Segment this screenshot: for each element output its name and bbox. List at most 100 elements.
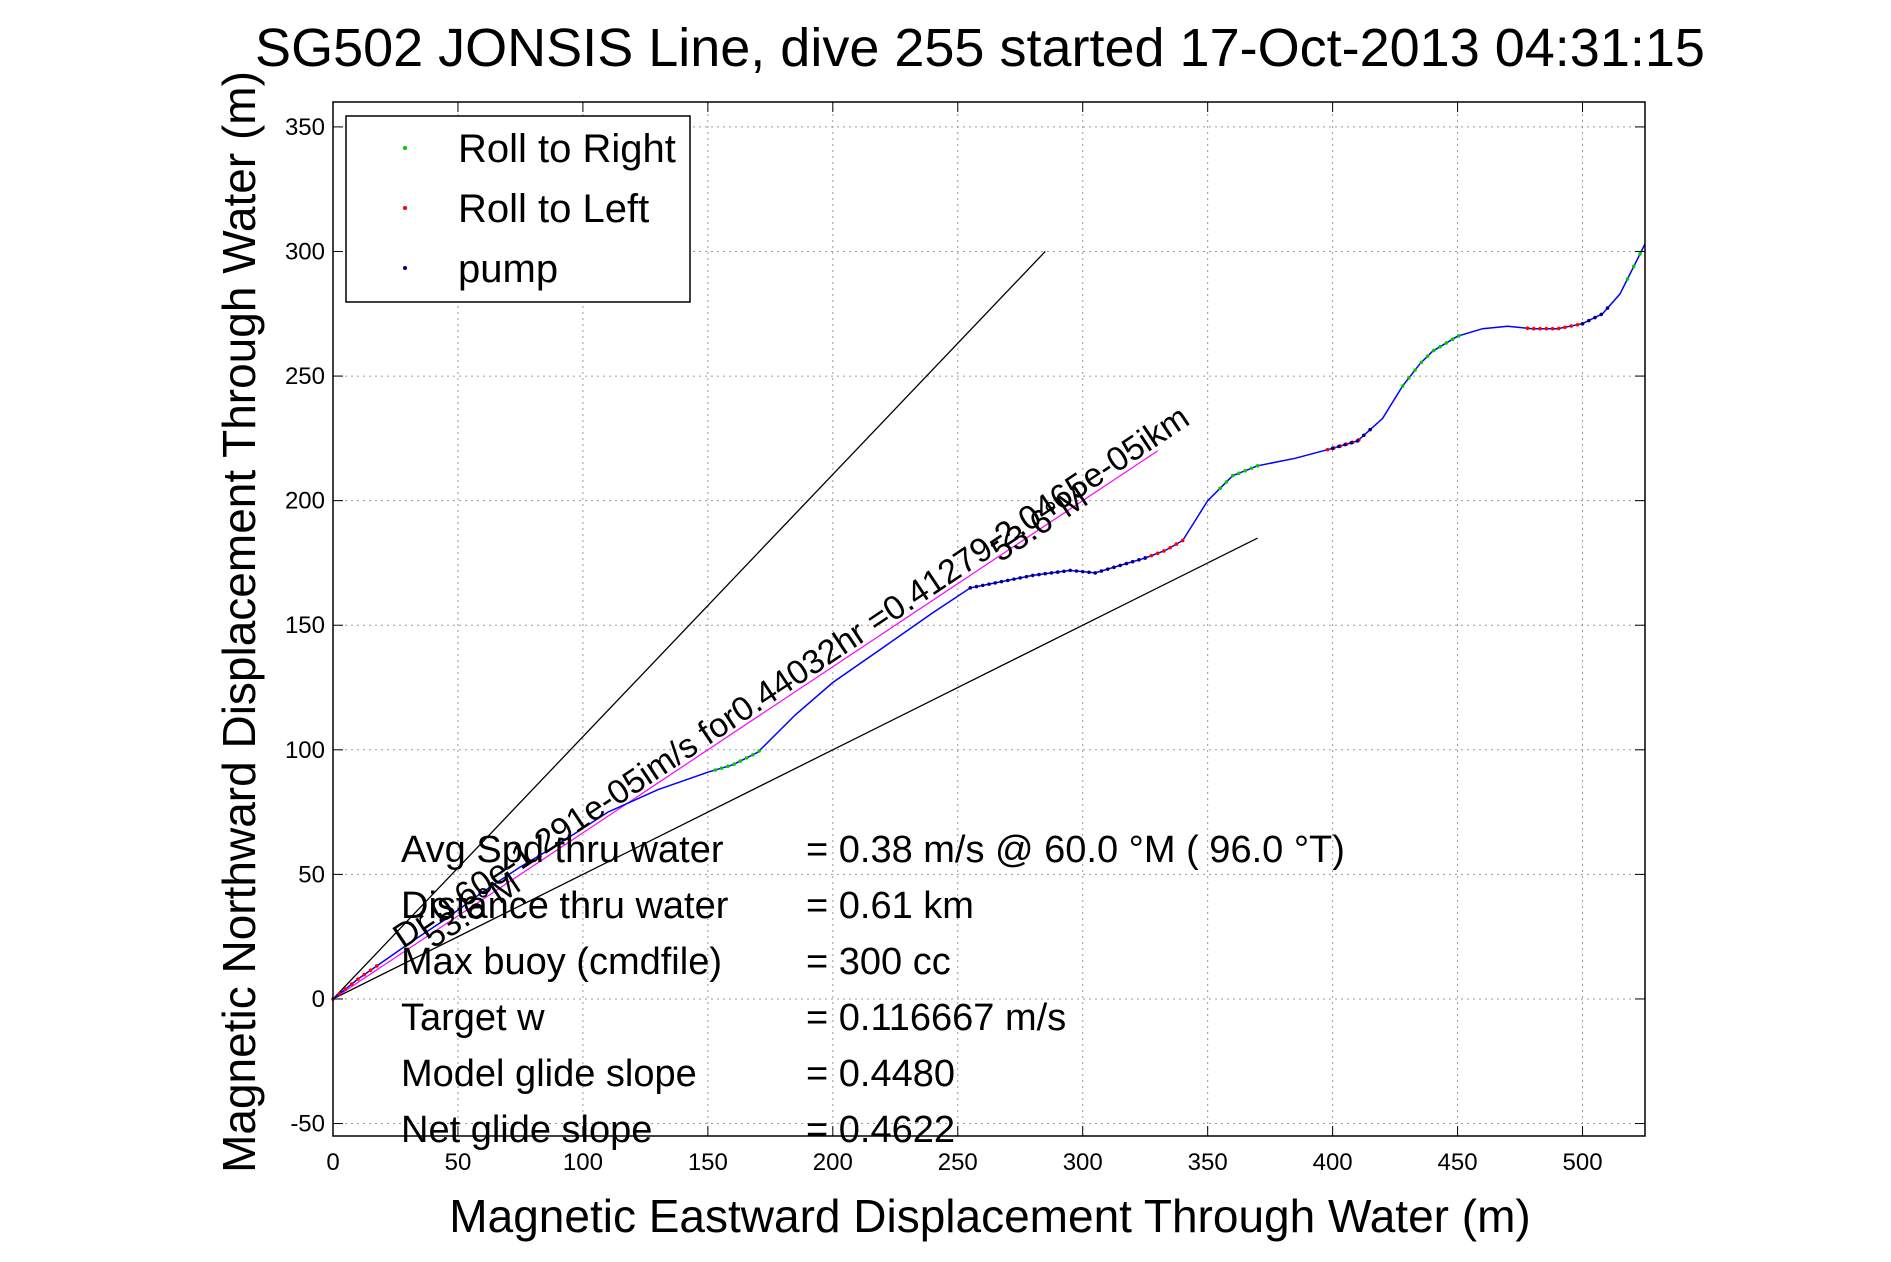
marker-roll-to-left	[1162, 549, 1166, 553]
y-tick-label: 100	[285, 737, 325, 764]
y-tick-label: 300	[285, 238, 325, 265]
marker-pump	[1143, 556, 1147, 560]
stats-block: Avg Spd thru water = 0.38 m/s @ 60.0 °M (…	[401, 829, 1345, 1151]
marker-roll-to-left	[1538, 326, 1542, 331]
marker-pump	[1105, 567, 1110, 571]
stat-value: = 0.116667 m/s	[806, 997, 1066, 1039]
marker-roll-to-right	[1425, 354, 1430, 358]
stat-value: = 0.61 km	[806, 885, 974, 927]
marker-roll-to-right	[1407, 376, 1411, 380]
stat-label: Max buoy (cmdfile)	[401, 941, 722, 983]
marker-roll-to-right	[1638, 252, 1642, 256]
marker-roll-to-left	[1168, 545, 1172, 550]
marker-roll-to-right	[751, 752, 755, 757]
marker-pump	[1599, 312, 1604, 317]
marker-pump	[1130, 559, 1135, 564]
marker-roll-to-right	[1224, 480, 1229, 484]
marker-pump	[1080, 569, 1085, 574]
y-axis-label: Magnetic Northward Displacement Through …	[213, 71, 265, 1173]
stat-value: = 0.38 m/s @ 60.0 °M ( 96.0 °T)	[806, 829, 1345, 871]
marker-roll-to-left	[1180, 538, 1185, 543]
marker-pump	[1068, 568, 1073, 573]
marker-pump	[1118, 563, 1122, 568]
marker-pump	[1087, 570, 1091, 575]
marker-pump	[1355, 439, 1360, 443]
x-tick-label: 250	[938, 1149, 978, 1176]
guide-lines	[332, 251, 1258, 1000]
marker-roll-to-left	[356, 977, 360, 981]
marker-roll-to-left	[1155, 551, 1160, 556]
marker-pump	[1343, 442, 1347, 447]
marker-pump	[1112, 565, 1116, 570]
stat-label: Avg Spd thru water	[401, 829, 724, 871]
marker-roll-to-right	[732, 762, 736, 766]
marker-pump	[993, 581, 998, 585]
y-tick-label: 150	[285, 612, 325, 639]
heading-guide-line	[332, 537, 1258, 1000]
marker-roll-to-right	[1243, 468, 1247, 473]
stat-value: = 0.4480	[806, 1053, 955, 1095]
plot-frame	[332, 101, 1646, 1137]
marker-roll-to-right	[1237, 471, 1241, 476]
marker-pump	[999, 579, 1004, 584]
legend-marker	[403, 206, 407, 210]
marker-roll-to-left	[1325, 447, 1330, 452]
marker-roll-to-left	[1563, 325, 1567, 330]
marker-roll-to-left	[1556, 326, 1561, 331]
current-vector-line	[332, 450, 1159, 1000]
marker-roll-to-left	[349, 982, 354, 986]
marker-roll-to-left	[374, 964, 379, 968]
marker-pump	[968, 586, 973, 590]
marker-pump	[1037, 572, 1041, 577]
marker-pump	[1074, 569, 1079, 573]
marker-roll-to-right	[1444, 341, 1449, 345]
marker-roll-to-right	[757, 749, 761, 753]
x-tick-label: 500	[1563, 1149, 1603, 1176]
marker-pump	[1124, 561, 1129, 566]
x-axis-label: Magnetic Eastward Displacement Through W…	[449, 1190, 1530, 1242]
marker-pump	[1362, 433, 1366, 438]
marker-pump	[1055, 570, 1060, 574]
marker-roll-to-left	[1149, 553, 1154, 558]
legend-label: Roll to Right	[458, 127, 676, 171]
marker-pump	[1024, 574, 1029, 579]
marker-roll-to-right	[1625, 277, 1630, 281]
marker-roll-to-right	[1419, 360, 1424, 365]
y-tick-label: 0	[312, 986, 325, 1013]
marker-roll-to-right	[1400, 384, 1405, 388]
marker-pump	[1049, 571, 1054, 575]
marker-roll-to-right	[726, 764, 730, 769]
marker-roll-to-right	[1230, 473, 1235, 478]
stat-label: Target w	[401, 997, 545, 1039]
x-tick-label: 400	[1313, 1149, 1353, 1176]
axis-ticks: 0 50 100 150 200 250 300 350 400 450 500-500501001…	[285, 102, 1645, 1176]
marker-pump	[1099, 569, 1104, 573]
marker-roll-to-left	[1550, 326, 1555, 331]
marker-roll-to-left	[368, 968, 373, 973]
marker-roll-to-left	[1569, 324, 1574, 328]
y-tick-label: 50	[298, 861, 325, 888]
marker-roll-to-left	[362, 972, 367, 977]
marker-roll-to-left	[337, 992, 342, 996]
x-tick-label: 50	[445, 1149, 472, 1176]
marker-pump	[1368, 427, 1372, 432]
stat-label: Distance thru water	[401, 885, 729, 927]
marker-pump	[1593, 315, 1597, 320]
marker-pump	[974, 584, 979, 589]
marker-pump	[1580, 321, 1585, 326]
marker-roll-to-right	[1432, 348, 1436, 353]
marker-pump	[1012, 577, 1016, 581]
marker-pump	[980, 583, 985, 588]
marker-pump	[1093, 571, 1098, 575]
stat-value: = 0.4622	[806, 1109, 955, 1151]
marker-roll-to-right	[1249, 466, 1254, 471]
x-tick-label: 300	[1063, 1149, 1103, 1176]
marker-pump	[1349, 440, 1354, 445]
marker-pump	[1062, 569, 1066, 574]
marker-roll-to-left	[1525, 326, 1530, 331]
marker-roll-to-right	[1255, 463, 1260, 468]
chart-title: SG502 JONSIS Line, dive 255 started 17-O…	[255, 18, 1705, 78]
marker-roll-to-right	[713, 768, 718, 772]
marker-pump	[1005, 578, 1010, 583]
x-tick-label: 200	[813, 1149, 853, 1176]
